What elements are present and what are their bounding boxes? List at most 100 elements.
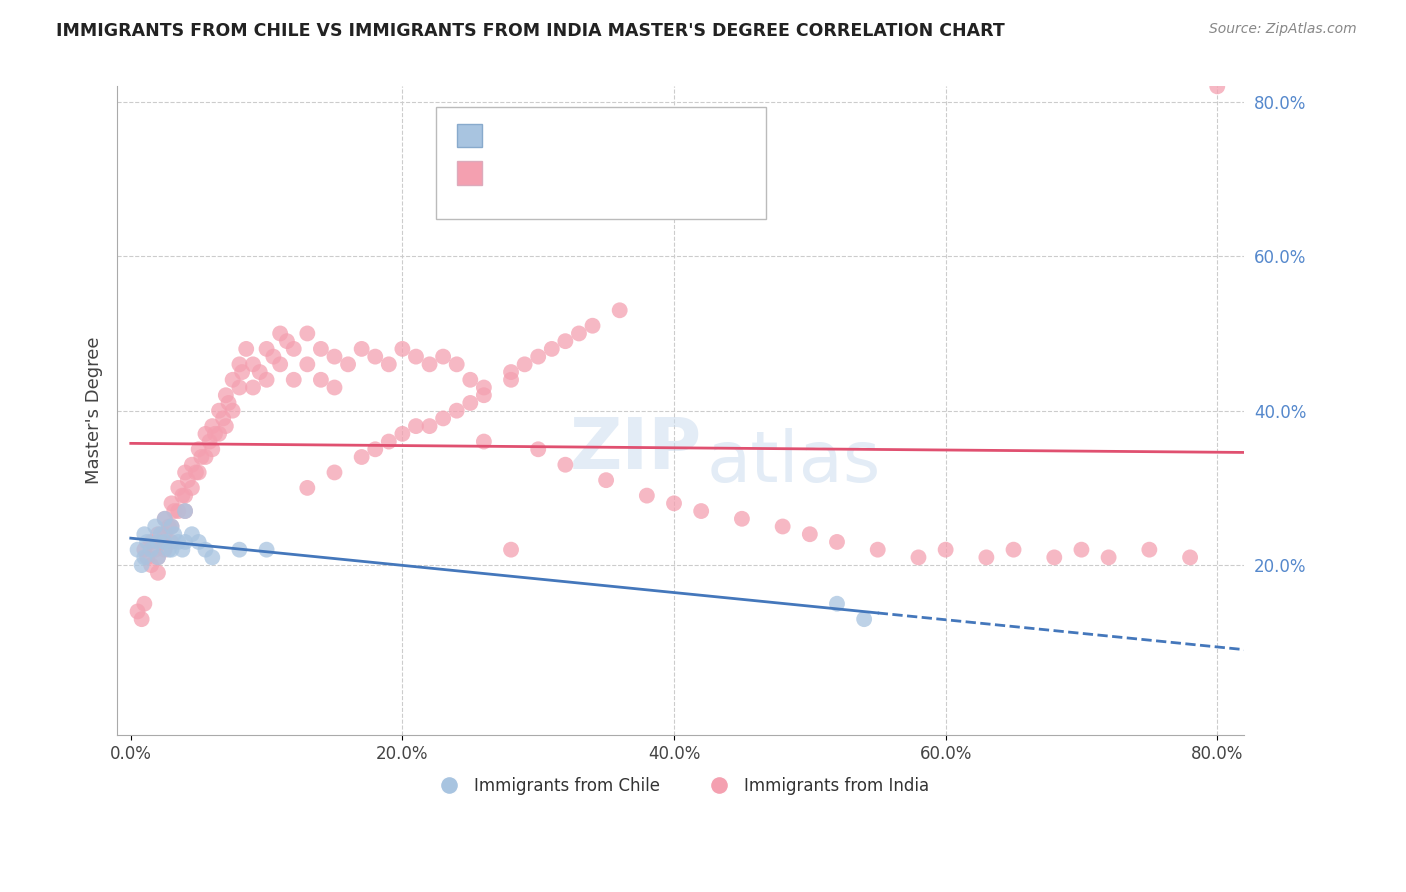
Point <box>204 426 226 441</box>
Point <box>297 357 319 371</box>
Point <box>131 612 153 626</box>
Point <box>323 380 346 394</box>
Point <box>127 604 149 618</box>
Point <box>458 396 481 410</box>
Point <box>201 419 224 434</box>
Point <box>256 542 278 557</box>
Point <box>228 380 250 394</box>
Point <box>153 542 176 557</box>
Point <box>976 550 998 565</box>
Point <box>160 519 183 533</box>
Text: IMMIGRANTS FROM CHILE VS IMMIGRANTS FROM INDIA MASTER'S DEGREE CORRELATION CHART: IMMIGRANTS FROM CHILE VS IMMIGRANTS FROM… <box>56 22 1005 40</box>
Point <box>364 350 387 364</box>
Point <box>149 535 172 549</box>
Point <box>568 326 591 341</box>
Point <box>149 527 172 541</box>
Point <box>499 542 522 557</box>
Point <box>446 403 468 417</box>
Point <box>177 473 200 487</box>
Point <box>184 466 207 480</box>
Point <box>419 357 441 371</box>
Point <box>1043 550 1066 565</box>
Point <box>212 411 235 425</box>
Point <box>866 542 889 557</box>
Point <box>134 542 156 557</box>
Point <box>405 419 427 434</box>
Point <box>242 357 264 371</box>
Point <box>323 350 346 364</box>
Point <box>350 450 373 464</box>
Point <box>309 373 332 387</box>
Point <box>446 357 468 371</box>
Point <box>174 504 197 518</box>
Point <box>1206 79 1229 94</box>
Point <box>160 496 183 510</box>
Point <box>187 466 209 480</box>
Point <box>201 442 224 457</box>
Point <box>190 450 212 464</box>
Point <box>172 542 194 557</box>
Point <box>405 350 427 364</box>
Point <box>595 473 617 487</box>
Point <box>554 458 576 472</box>
Point <box>323 466 346 480</box>
Point <box>499 365 522 379</box>
Point <box>432 411 454 425</box>
Point <box>378 357 401 371</box>
Point <box>134 597 156 611</box>
Point <box>1178 550 1201 565</box>
Point <box>825 597 848 611</box>
Point <box>153 512 176 526</box>
Point <box>167 504 190 518</box>
Point <box>174 535 197 549</box>
Point <box>527 350 550 364</box>
Point <box>215 419 238 434</box>
Point <box>527 442 550 457</box>
Point <box>907 550 929 565</box>
Point <box>364 442 387 457</box>
Point <box>472 434 495 449</box>
Point <box>581 318 603 333</box>
Point <box>208 403 231 417</box>
Point <box>276 334 298 348</box>
Point <box>799 527 821 541</box>
Point <box>153 535 176 549</box>
Text: R =: R = <box>491 165 526 179</box>
Point <box>134 550 156 565</box>
Point <box>153 512 176 526</box>
Text: ZIP: ZIP <box>569 415 702 484</box>
Point <box>350 342 373 356</box>
Point <box>131 558 153 573</box>
Point <box>221 403 243 417</box>
Point <box>391 426 413 441</box>
Point <box>636 489 658 503</box>
Point <box>160 542 183 557</box>
Point <box>228 357 250 371</box>
Point <box>160 535 183 549</box>
Point <box>825 535 848 549</box>
Point <box>499 373 522 387</box>
Point <box>172 489 194 503</box>
Point <box>198 434 221 449</box>
Point <box>297 326 319 341</box>
Point <box>297 481 319 495</box>
Point <box>472 388 495 402</box>
Point <box>127 542 149 557</box>
Point <box>160 519 183 533</box>
Point <box>194 450 217 464</box>
Point <box>218 396 240 410</box>
Point <box>180 458 202 472</box>
Point <box>134 527 156 541</box>
Point <box>472 380 495 394</box>
Point <box>187 442 209 457</box>
Point <box>221 373 243 387</box>
Point <box>283 342 305 356</box>
Point <box>309 342 332 356</box>
Legend: Immigrants from Chile, Immigrants from India: Immigrants from Chile, Immigrants from I… <box>426 770 935 801</box>
Point <box>391 342 413 356</box>
Text: 28: 28 <box>633 128 655 142</box>
Point <box>167 481 190 495</box>
Point <box>180 481 202 495</box>
Point <box>143 542 166 557</box>
Point <box>143 519 166 533</box>
